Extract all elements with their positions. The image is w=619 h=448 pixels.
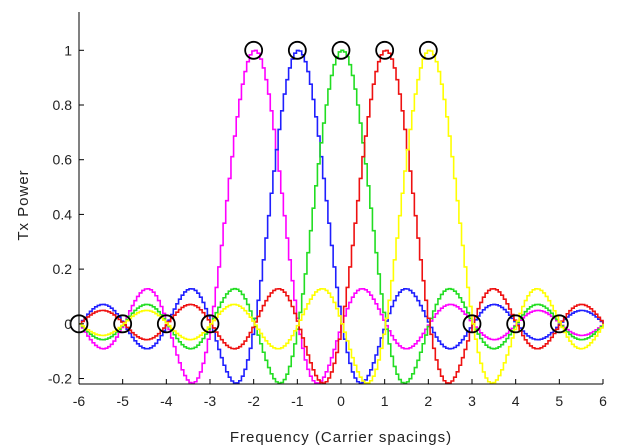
marker-circle-3 <box>156 314 176 334</box>
y-tick-label: 0.6 <box>53 152 73 168</box>
y-tick-label: 1 <box>64 42 72 58</box>
x-tick-label: 2 <box>424 393 432 409</box>
marker-circle-2 <box>113 314 133 334</box>
x-tick-label: 1 <box>381 393 389 409</box>
x-tick-label: -6 <box>73 393 86 409</box>
marker-circle-6 <box>287 40 307 60</box>
x-tick-label: 0 <box>337 393 345 409</box>
y-tick-label: -0.2 <box>48 371 72 387</box>
y-tick-label: 0.2 <box>53 261 73 277</box>
x-tick-label: 6 <box>599 393 607 409</box>
x-tick-label: -4 <box>160 393 173 409</box>
y-tick-label: 0.4 <box>53 206 73 222</box>
marker-circle-4 <box>200 314 220 334</box>
marker-circle-8 <box>375 40 395 60</box>
x-axis-label: Frequency (Carrier spacings) <box>230 429 452 446</box>
x-tick-label: -2 <box>247 393 260 409</box>
marker-circle-5 <box>244 40 264 60</box>
marker-circle-7 <box>331 40 351 60</box>
tick-layer: -6 -5 -4 -3 -2 -1 0 1 2 3 4 5 6 -0.2 0 0.2 0.4 0.6 0.8 1 <box>48 42 607 409</box>
y-tick-label: 0.8 <box>53 97 73 113</box>
y-axis-label: Tx Power <box>15 169 32 240</box>
x-tick-label: -3 <box>204 393 217 409</box>
y-tick-label: 0 <box>64 316 72 332</box>
marker-circle-11 <box>506 314 526 334</box>
x-tick-label: -1 <box>291 393 304 409</box>
marker-circle-12 <box>549 314 569 334</box>
marker-circle-10 <box>462 314 482 334</box>
x-tick-label: 4 <box>512 393 520 409</box>
marker-circle-9 <box>418 40 438 60</box>
marker-layer <box>69 40 569 334</box>
x-tick-label: 5 <box>555 393 563 409</box>
x-tick-label: 3 <box>468 393 476 409</box>
series-line-5 <box>79 49 604 385</box>
series-layer <box>79 49 604 385</box>
x-tick-label: -5 <box>116 393 129 409</box>
